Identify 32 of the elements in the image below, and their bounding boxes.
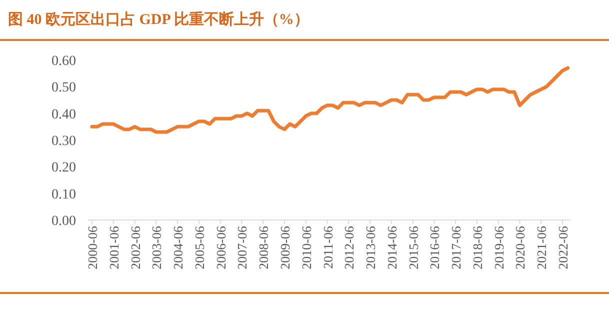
x-tick-label: 2022-06	[556, 226, 570, 270]
line-series	[90, 66, 570, 134]
x-tick-label: 2017-06	[448, 226, 464, 270]
x-tick-label: 2004-06	[170, 226, 186, 270]
x-tick-label: 2006-06	[213, 226, 228, 270]
x-tick-label: 2015-06	[406, 226, 421, 270]
x-tick-label: 2013-06	[363, 226, 378, 270]
x-tick-label: 2002-06	[128, 226, 143, 270]
x-tick-label: 2001-06	[106, 226, 122, 270]
y-tick-label: 0.50	[52, 80, 76, 96]
chart-title: 图 40 欧元区出口占 GDP 比重不断上升（%）	[8, 11, 309, 28]
x-tick-label: 2019-06	[491, 226, 506, 270]
y-tick-label: 0.40	[52, 107, 76, 122]
y-tick-label: 0.10	[52, 187, 76, 202]
y-tick-label: 0.60	[52, 54, 76, 69]
x-tick-label: 2007-06	[234, 226, 250, 270]
x-tick-label: 2014-06	[384, 226, 400, 270]
y-tick-label: 0.00	[52, 214, 76, 229]
x-tick-label: 2020-06	[512, 226, 528, 270]
x-tick-label: 2012-06	[342, 226, 357, 270]
x-tick-label: 2011-06	[320, 226, 336, 269]
x-tick-label: 2010-06	[298, 226, 314, 270]
y-tick-label: 0.30	[52, 134, 76, 149]
x-tick-label: 2016-06	[427, 226, 442, 270]
y-tick-label: 0.20	[52, 160, 76, 176]
x-tick-label: 2005-06	[192, 226, 207, 270]
x-tick-label: 2021-06	[534, 226, 550, 270]
x-tick-label: 2018-06	[470, 226, 485, 270]
x-tick-label: 2003-06	[149, 226, 164, 270]
x-tick-label: 2008-06	[256, 226, 272, 270]
x-tick-label: 2009-06	[277, 226, 292, 270]
x-tick-label: 2000-06	[85, 226, 100, 270]
